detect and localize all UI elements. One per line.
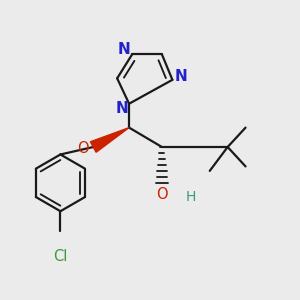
Text: O: O — [77, 141, 89, 156]
Text: O: O — [156, 187, 168, 202]
Text: Cl: Cl — [53, 249, 68, 264]
Text: N: N — [115, 101, 128, 116]
Text: N: N — [117, 42, 130, 57]
Polygon shape — [90, 128, 129, 152]
Text: N: N — [174, 69, 187, 84]
Text: H: H — [186, 190, 196, 204]
